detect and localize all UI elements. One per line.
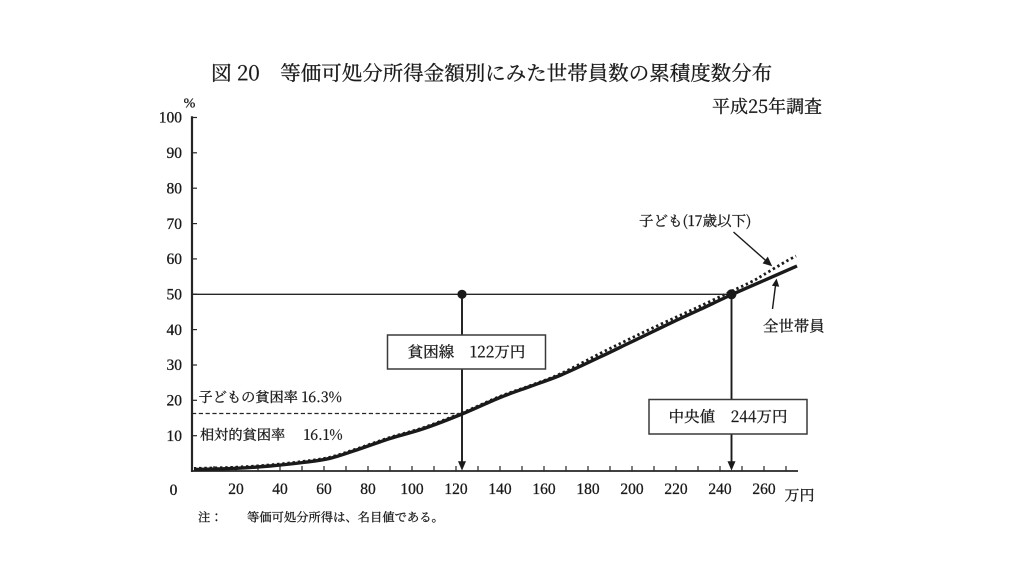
svg-text:220: 220: [664, 481, 688, 498]
svg-text:30: 30: [167, 357, 183, 374]
svg-text:20: 20: [167, 393, 183, 410]
svg-text:10: 10: [167, 428, 183, 445]
svg-text:50: 50: [167, 286, 183, 303]
svg-text:20: 20: [228, 481, 244, 498]
svg-text:200: 200: [620, 481, 644, 498]
svg-text:40: 40: [167, 322, 183, 339]
svg-text:%: %: [184, 97, 196, 112]
svg-text:260: 260: [752, 481, 776, 498]
svg-text:140: 140: [488, 481, 512, 498]
svg-text:180: 180: [576, 481, 600, 498]
svg-text:160: 160: [532, 481, 556, 498]
svg-text:80: 80: [167, 180, 183, 197]
svg-text:100: 100: [400, 481, 424, 498]
svg-text:80: 80: [360, 481, 376, 498]
svg-text:100: 100: [159, 110, 183, 127]
svg-text:40: 40: [272, 481, 288, 498]
svg-text:120: 120: [444, 481, 468, 498]
svg-text:0: 0: [170, 482, 178, 499]
svg-text:240: 240: [708, 481, 732, 498]
svg-text:60: 60: [316, 481, 332, 498]
svg-text:70: 70: [167, 216, 183, 233]
svg-text:90: 90: [167, 145, 183, 162]
svg-text:60: 60: [167, 251, 183, 268]
